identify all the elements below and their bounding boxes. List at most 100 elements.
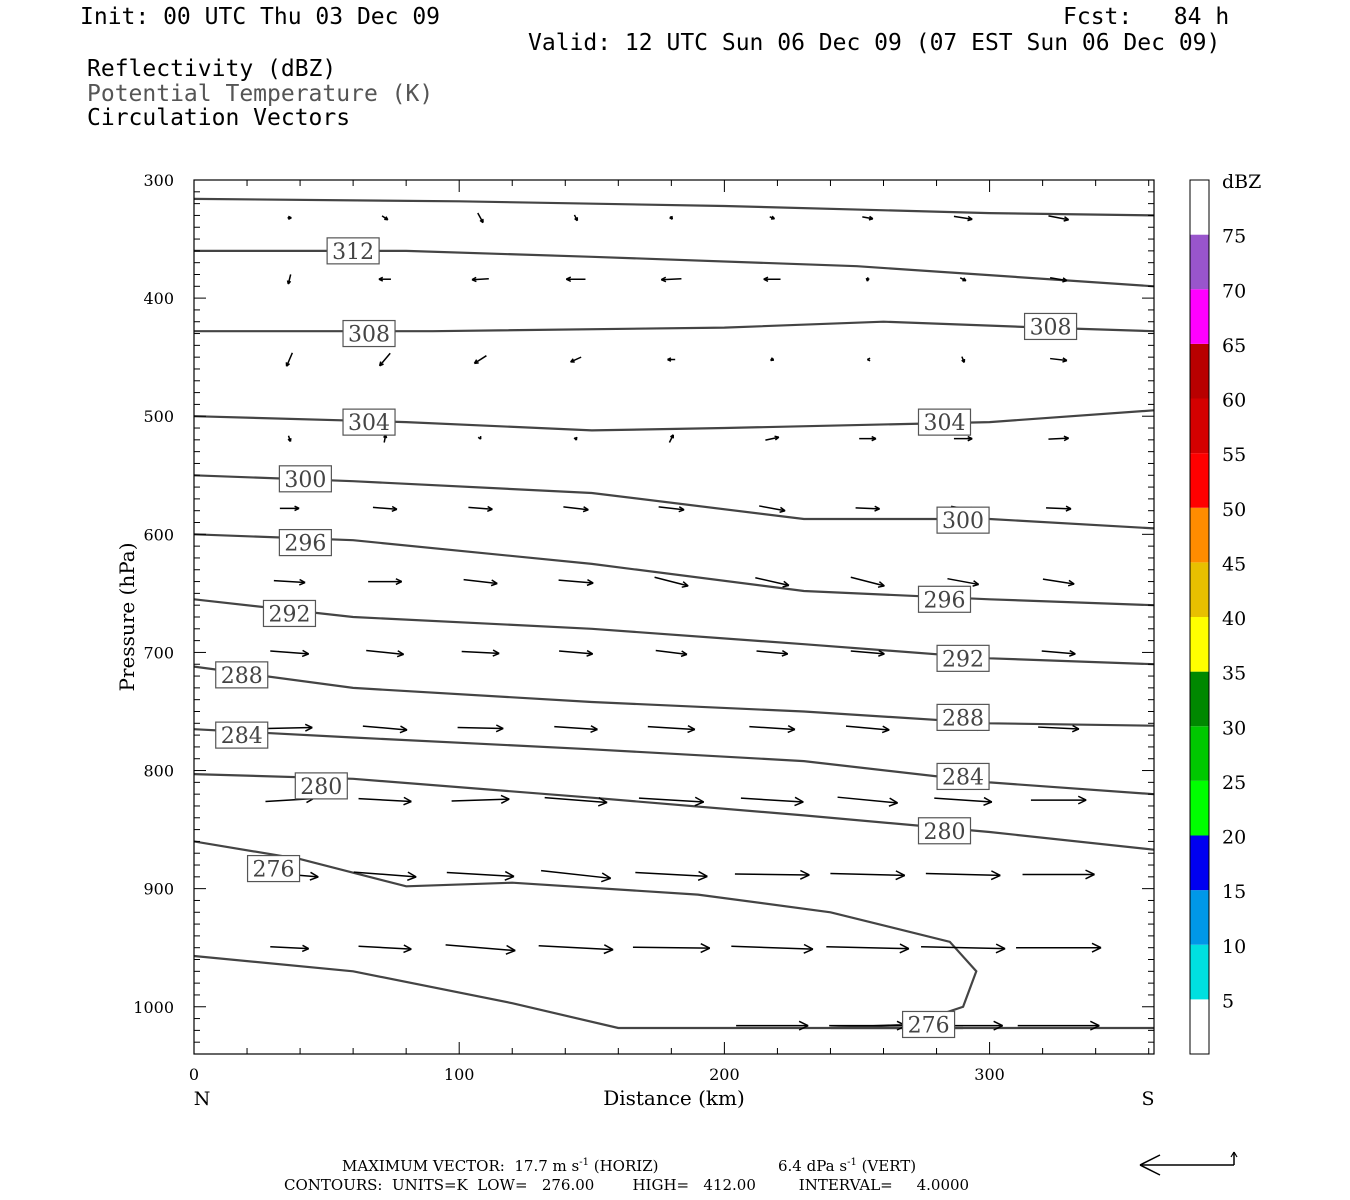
y-tick-label: 300 [143,171,174,190]
vector-arrow [850,649,885,657]
vector-arrow [1041,649,1076,657]
vector-arrow [867,357,871,362]
colorbar-label: 60 [1222,390,1246,412]
vector-arrow [837,796,898,807]
forecast-hour: Fcst: 84 h [1063,4,1230,30]
colorbar-label: 20 [1222,827,1246,849]
y-tick-label: 500 [143,407,174,426]
vector-arrow [378,352,391,367]
x-end-label-north: N [194,1088,211,1110]
vector-arrow [1048,215,1070,222]
vector-arrow [763,276,781,282]
vector-arrow [451,794,510,804]
x-tick-label: 0 [189,1065,199,1084]
vector-arrow [1046,505,1072,512]
vector-arrow [358,796,412,806]
vector-arrow [457,724,504,733]
vector-arrow [1022,869,1095,880]
vector-arrow [632,943,711,954]
vector-arrow [573,436,578,441]
vector-arrow [740,796,804,807]
contour-label-box [1023,312,1078,341]
colorbar-swatch [1190,343,1209,399]
vector-arrow [658,506,685,513]
vector-arrow [731,943,814,954]
vector-arrow [734,869,810,880]
contour-label-box [246,854,301,883]
contour-label: 288 [942,706,984,731]
vector-arrow [445,944,516,955]
vector-arrow [285,352,294,367]
theta-contour-308 [194,320,1154,333]
max-vector-horiz-exp: -1 [579,1157,589,1168]
vector-arrow [1050,357,1068,363]
init-time: Init: 00 UTC Thu 03 Dec 09 [80,4,441,30]
contour-label-box [917,408,972,436]
vector-arrow [953,435,973,442]
vector-arrow [286,274,292,285]
vector-arrow [830,870,906,881]
colorbar-swatch [1190,944,1209,1000]
colorbar-swatch [1190,453,1209,508]
vector-arrow [473,355,487,365]
vector-arrow [947,577,980,587]
x-tick-label: 300 [974,1065,1005,1084]
vector-arrow [660,276,682,283]
colorbar-swatch [1190,507,1209,563]
colorbar-label: 30 [1222,717,1246,739]
x-end-label-south: S [1141,1088,1154,1110]
theta-contour-292 [194,598,1154,666]
vector-arrow [287,215,292,220]
y-axis-title: Pressure (hPa) [115,543,139,692]
contour-label-box [215,721,269,749]
theta-contour-284 [194,728,1154,796]
contour-label-box [936,703,990,731]
max-vector-vert-value: 6.4 dPa s [778,1157,848,1175]
colorbar-swatch [1190,234,1209,290]
vector-arrow [573,214,579,222]
contour-label: 304 [348,411,390,436]
contour-label: 304 [923,411,965,436]
colorbar-label: 15 [1222,881,1246,903]
contour-label: 284 [942,765,984,790]
vector-arrow [1050,277,1068,283]
vector-arrow [770,357,775,362]
colorbar-frame [1189,179,1210,1055]
vector-arrow [270,649,310,658]
vector-arrow [477,212,484,224]
contour-label: 280 [923,820,965,845]
vector-arrow [859,435,877,442]
vector-arrow [378,276,391,282]
contour-label: 300 [284,468,326,493]
x-tick-label: 200 [709,1065,740,1084]
colorbar-swatch [1190,835,1209,891]
vector-arrow [538,944,614,955]
vector-arrow [647,724,696,734]
contour-label-box [936,506,990,534]
colorbar-label: 25 [1222,772,1246,794]
vector-arrow [570,356,582,363]
vector-arrow [850,576,885,588]
max-vector-horiz-value: MAXIMUM VECTOR: 17.7 m s [342,1157,580,1175]
vector-arrow [461,649,500,657]
vector-arrow [755,576,790,588]
vector-arrow [961,356,966,363]
contour-label: 296 [923,588,965,613]
valid-time: Valid: 12 UTC Sun 06 Dec 09 (07 EST Sun … [528,30,1221,56]
vector-arrow [654,576,689,588]
contour-label: 296 [284,532,326,557]
vector-arrow [540,869,612,883]
colorbar-label: 55 [1222,444,1246,466]
vector-arrow [372,505,398,512]
vector-arrow [381,215,389,221]
theta-contour-300 [194,474,1154,530]
contour-label-box [917,585,972,613]
colorbar-label: 50 [1222,499,1246,521]
vector-arrow [1038,724,1080,733]
colorbar-swatch [1190,180,1209,235]
vector-arrow [468,505,493,512]
vector-arrow [934,796,993,807]
vector-arrow [471,276,489,283]
vector-arrow [826,943,910,954]
contour-label: 284 [221,724,263,749]
